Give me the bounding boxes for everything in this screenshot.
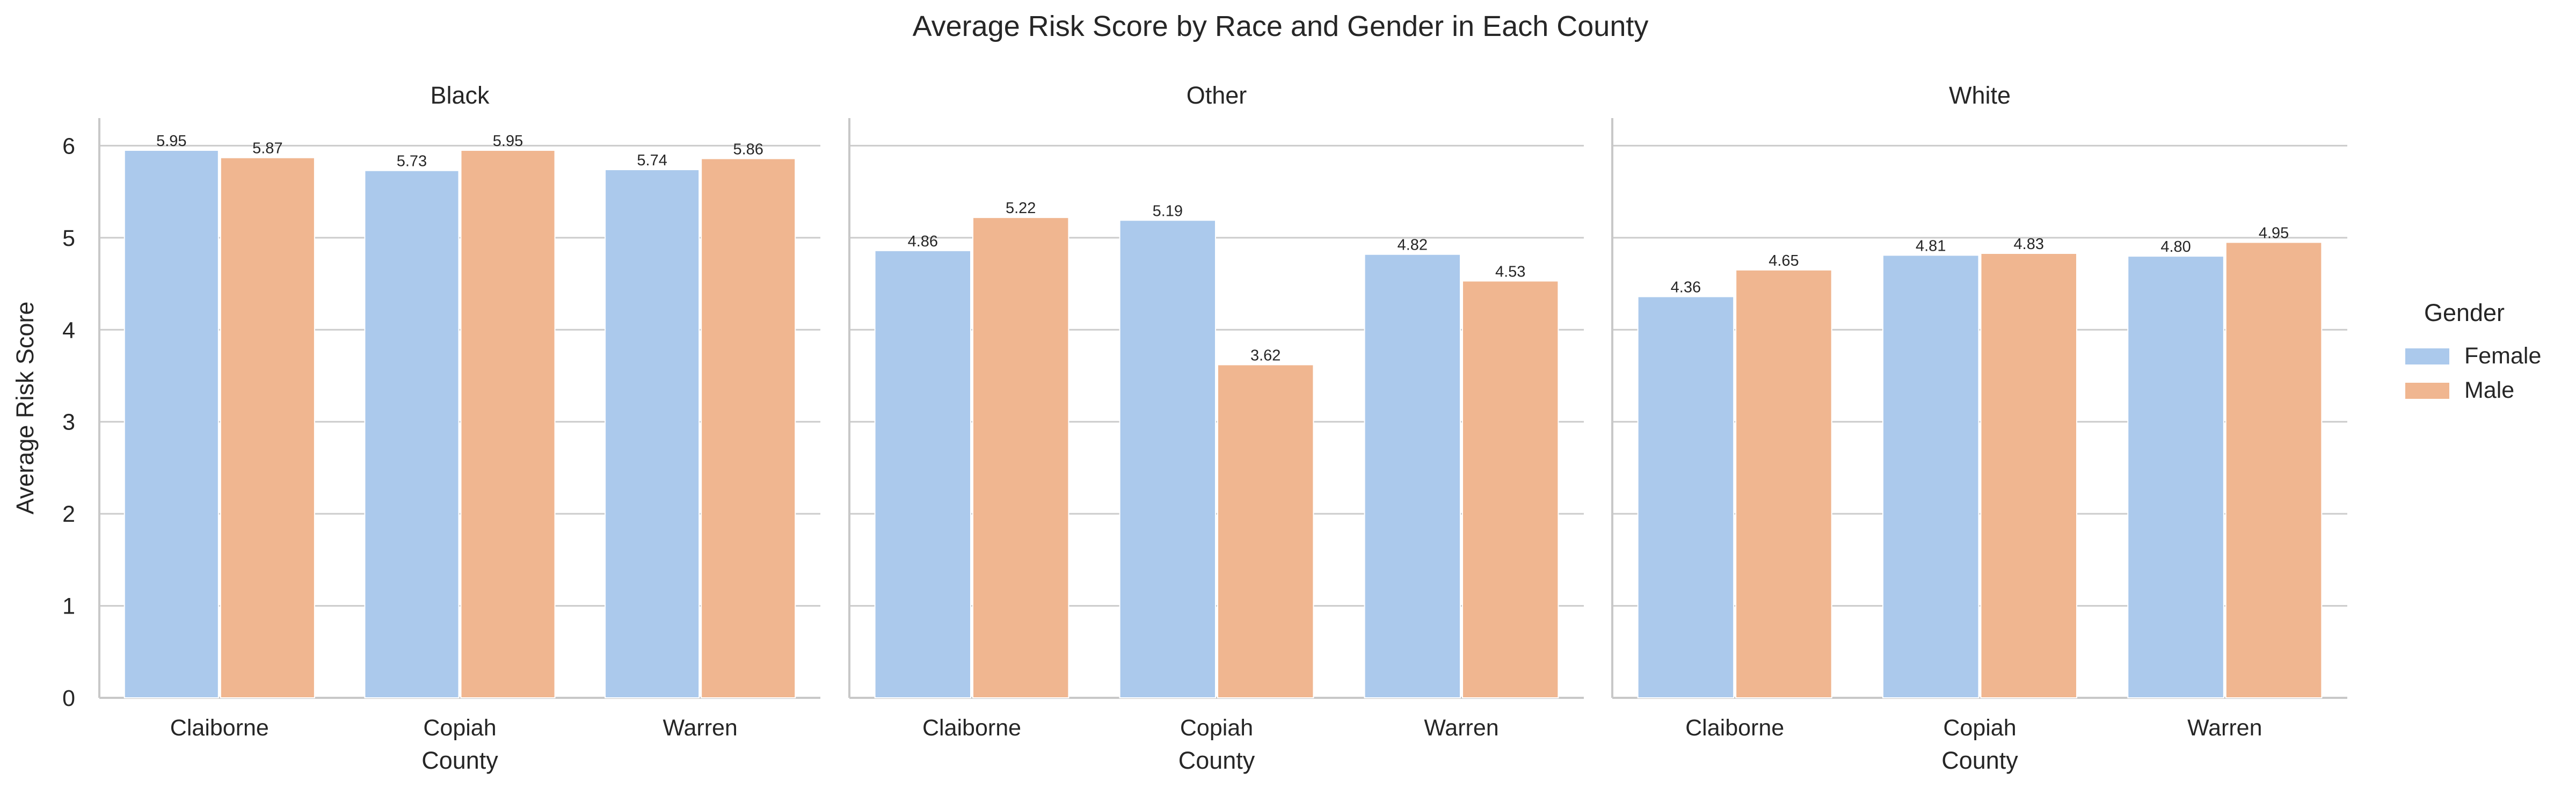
panel-title: White [1949, 82, 2011, 109]
y-axis-label: Average Risk Score [11, 302, 39, 515]
bar-female [1119, 220, 1217, 698]
bar-male [1217, 364, 1314, 698]
y-tick-label: 0 [62, 685, 75, 711]
bar-female [1364, 253, 1461, 698]
y-tick-label: 1 [62, 594, 75, 619]
panel-title: Black [430, 82, 490, 109]
y-tick-label: 3 [62, 410, 75, 435]
x-tick-label: Claiborne [922, 715, 1021, 741]
data-label: 4.95 [2259, 224, 2289, 242]
x-tick-label: Copiah [1180, 715, 1253, 741]
data-label: 5.22 [1006, 200, 1036, 217]
data-label: 4.86 [908, 233, 938, 250]
x-tick-label: Warren [1424, 715, 1498, 741]
bar-male [701, 158, 796, 698]
bar-male [220, 157, 315, 698]
y-tick-label: 5 [62, 225, 75, 251]
panel-title: Other [1187, 82, 1247, 109]
bar-male [2225, 242, 2323, 698]
panel-other: Other 4.86 5.22 Claiborne 5.19 3.62 Copiah 4.82… [848, 82, 1584, 774]
bar-female [123, 150, 219, 698]
data-label: 4.82 [1398, 237, 1428, 254]
panel-white: White 4.36 4.65 Claiborne 4.81 4.83 Copiah 4.80… [1611, 82, 2347, 774]
y-tick-label: 4 [62, 317, 75, 343]
y-tick-label: 2 [62, 501, 75, 527]
x-tick-label: Warren [2187, 715, 2262, 741]
bar-male [1462, 280, 1559, 698]
data-label: 5.95 [493, 133, 523, 150]
x-tick-label: Copiah [1943, 715, 2016, 741]
data-label: 4.53 [1495, 263, 1525, 280]
data-label: 4.83 [2014, 236, 2044, 253]
data-label: 5.19 [1153, 202, 1183, 220]
bar-female [2127, 256, 2224, 698]
x-tick-label: Claiborne [170, 715, 269, 741]
data-label: 5.74 [637, 152, 667, 169]
chart-title: Average Risk Score by Race and Gender in… [913, 10, 1649, 42]
data-label: 4.36 [1671, 279, 1701, 296]
panel-black: Black 5.95 5.87 Claiborne 5.73 5.95 Copiah 5.74… [62, 82, 820, 774]
data-label: 5.87 [252, 140, 282, 157]
legend-label-male: Male [2464, 377, 2514, 403]
panels: Black 5.95 5.87 Claiborne 5.73 5.95 Copiah 5.74… [62, 82, 2347, 774]
data-label: 5.73 [397, 153, 427, 170]
bar-male [460, 150, 556, 698]
bar-female [1882, 254, 1980, 698]
x-axis-label: County [421, 747, 498, 774]
data-label: 3.62 [1250, 347, 1280, 364]
bar-male [1980, 253, 2078, 698]
bar-female [874, 250, 971, 699]
bar-female [1637, 296, 1735, 698]
bar-male [1735, 269, 1832, 699]
data-label: 4.81 [1916, 237, 1946, 254]
data-label: 4.65 [1769, 252, 1799, 269]
legend-label-female: Female [2464, 343, 2541, 369]
bar-female [605, 169, 700, 698]
data-label: 5.95 [156, 133, 186, 150]
bar-male [972, 217, 1069, 698]
data-label: 4.80 [2160, 238, 2191, 256]
x-axis-label: County [1941, 747, 2018, 774]
y-tick-label: 6 [62, 133, 75, 159]
legend-title: Gender [2424, 299, 2505, 326]
bar-female [364, 170, 460, 698]
legend-swatch-female [2405, 348, 2449, 364]
legend: Gender Female Male [2405, 299, 2541, 403]
x-tick-label: Claiborne [1685, 715, 1784, 741]
x-axis-label: County [1178, 747, 1255, 774]
data-label: 5.86 [733, 141, 763, 158]
x-tick-label: Warren [663, 715, 737, 741]
x-tick-label: Copiah [423, 715, 496, 741]
legend-swatch-male [2405, 383, 2449, 399]
